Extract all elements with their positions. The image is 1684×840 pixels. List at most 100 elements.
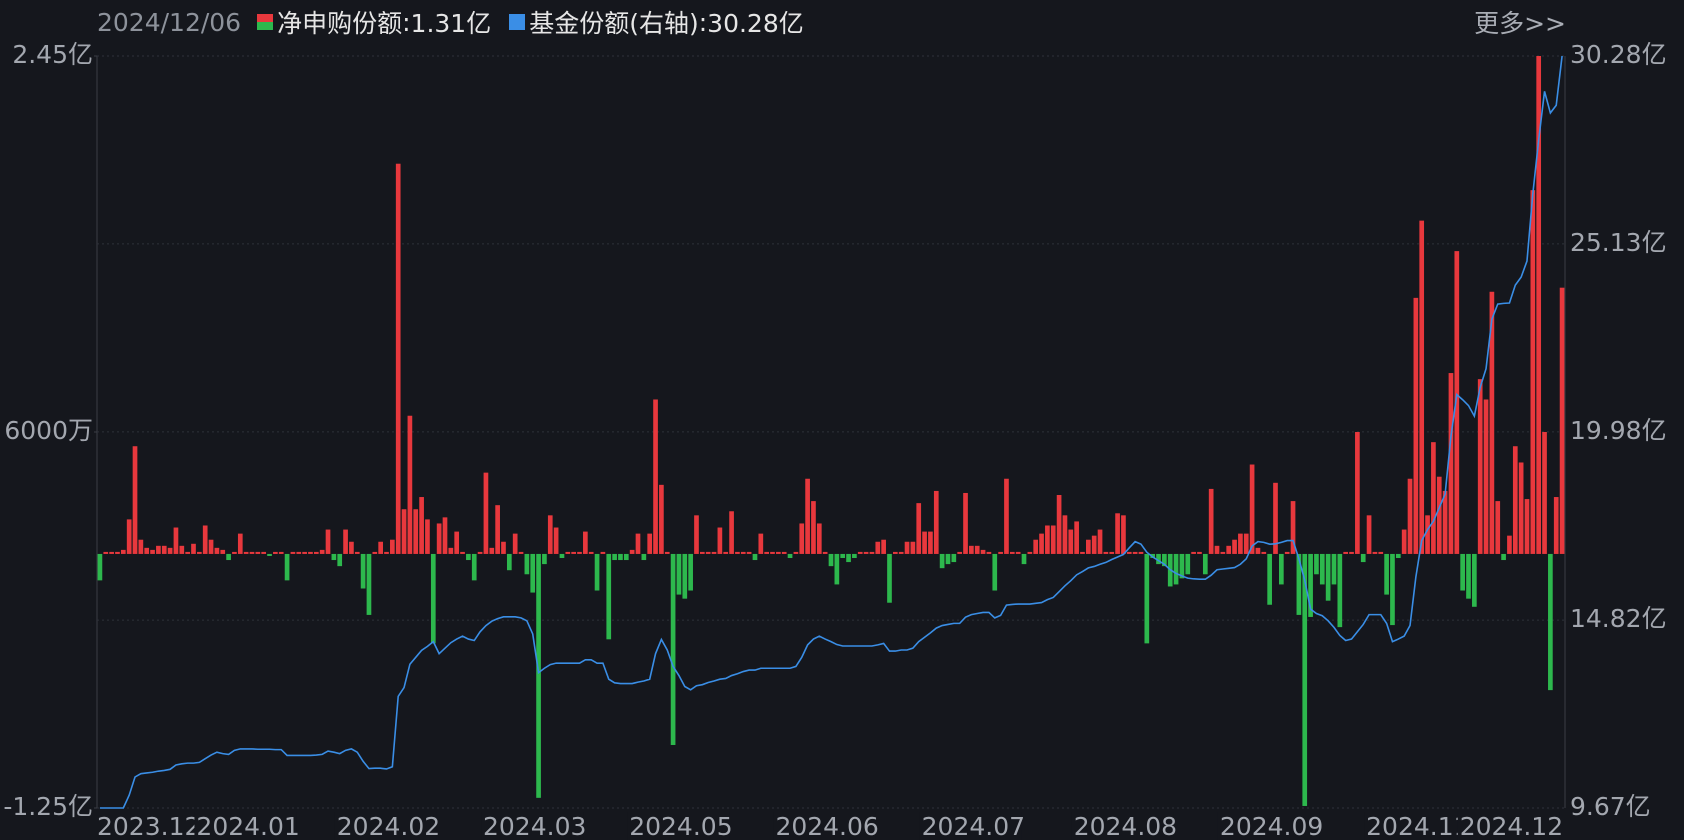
bar — [1267, 553, 1272, 605]
bar — [998, 551, 1003, 554]
bar — [1384, 553, 1389, 595]
line — [99, 55, 1563, 809]
bar — [354, 551, 360, 554]
bar — [647, 533, 653, 554]
bar — [1074, 521, 1079, 554]
bar — [1378, 551, 1384, 554]
bar — [1553, 497, 1559, 554]
bar — [1536, 56, 1542, 554]
bar — [1495, 501, 1501, 554]
bar — [413, 509, 419, 554]
bar — [577, 551, 582, 554]
bar — [834, 553, 840, 585]
bar — [1314, 553, 1319, 575]
bar — [477, 551, 483, 554]
bar — [103, 551, 109, 554]
bar — [442, 517, 448, 554]
bar — [600, 551, 606, 554]
bar — [1156, 553, 1161, 565]
bar — [1126, 551, 1132, 554]
bar — [682, 553, 688, 599]
bar — [1033, 539, 1039, 554]
bar — [296, 551, 302, 554]
bar — [220, 549, 226, 554]
bar — [857, 551, 863, 554]
bar — [664, 551, 670, 554]
bar — [928, 531, 933, 554]
bar — [1349, 551, 1354, 554]
x-label-bg — [1071, 812, 1174, 840]
bar — [249, 551, 255, 554]
bar — [1296, 553, 1302, 615]
bar — [1091, 535, 1097, 554]
bar — [466, 553, 471, 561]
bar — [243, 551, 249, 554]
bar — [1261, 551, 1267, 554]
bar — [308, 551, 313, 554]
y2-tick-label: 14.82亿 — [1570, 604, 1667, 633]
bar — [1331, 553, 1337, 585]
bar — [1214, 545, 1220, 554]
bar — [1548, 553, 1553, 691]
legend-item: 净申购份额:1.31亿 — [257, 4, 491, 40]
legend-swatch — [509, 14, 526, 30]
bar — [822, 551, 828, 554]
bar — [419, 497, 424, 554]
bar — [173, 527, 179, 554]
bar — [542, 553, 547, 565]
bar — [1202, 553, 1208, 575]
latest-value: 1.31亿 — [410, 9, 492, 38]
bar — [360, 553, 366, 589]
x-label-bg — [194, 812, 297, 840]
bar — [1395, 553, 1401, 559]
bar — [887, 553, 892, 603]
bar — [132, 446, 138, 554]
bar — [273, 551, 278, 554]
bar — [1138, 551, 1144, 554]
bar — [828, 553, 834, 567]
bar — [553, 527, 559, 554]
bar — [191, 543, 196, 554]
bar — [430, 553, 436, 644]
bar — [781, 551, 787, 554]
bar — [1290, 501, 1296, 554]
x-label-bg — [1217, 812, 1320, 840]
bar — [612, 553, 617, 561]
bar — [1530, 190, 1536, 554]
bar — [1319, 553, 1325, 585]
bar — [150, 549, 155, 554]
bar — [852, 553, 857, 559]
bar — [232, 551, 237, 554]
legend-label: 基金份额(右轴) — [529, 9, 699, 38]
bar — [512, 533, 518, 554]
bar — [1390, 553, 1395, 626]
bar — [1050, 525, 1056, 554]
bar — [1472, 553, 1477, 607]
bar — [1144, 553, 1150, 644]
latest-value: 30.28亿 — [707, 9, 804, 38]
bar — [974, 545, 980, 554]
bar — [390, 539, 395, 554]
bar — [969, 545, 974, 554]
x-label-bg — [1457, 812, 1560, 840]
more-link[interactable]: 更多>> — [1474, 9, 1566, 38]
bar — [313, 551, 319, 554]
bar — [471, 553, 477, 581]
bar — [483, 472, 489, 554]
bar — [1009, 551, 1015, 554]
bar — [805, 478, 810, 554]
bar — [1419, 220, 1425, 554]
bar — [1442, 490, 1448, 554]
bar — [635, 533, 641, 554]
x-label-bg — [1364, 812, 1467, 840]
bar — [676, 553, 682, 595]
bar — [1355, 432, 1360, 554]
x-label-bg — [95, 812, 197, 840]
bar — [799, 523, 805, 554]
bar — [1413, 297, 1419, 554]
bar — [1436, 476, 1442, 554]
bar — [1431, 442, 1436, 554]
x-label-bg — [773, 812, 876, 840]
bar — [261, 551, 267, 554]
